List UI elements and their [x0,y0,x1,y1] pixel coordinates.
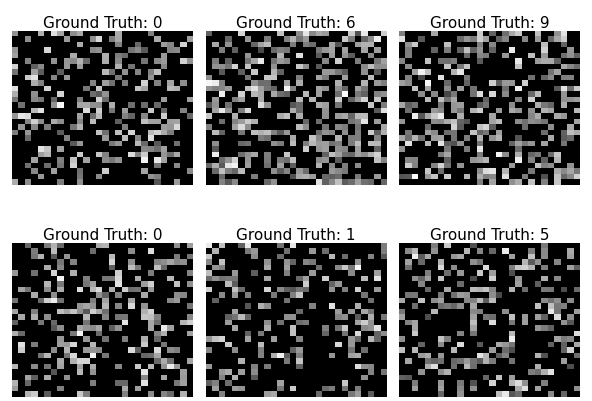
Title: Ground Truth: 9: Ground Truth: 9 [430,16,549,31]
Title: Ground Truth: 5: Ground Truth: 5 [430,227,549,243]
Title: Ground Truth: 6: Ground Truth: 6 [236,16,356,31]
Title: Ground Truth: 0: Ground Truth: 0 [43,227,162,243]
Title: Ground Truth: 0: Ground Truth: 0 [43,16,162,31]
Title: Ground Truth: 1: Ground Truth: 1 [236,227,356,243]
